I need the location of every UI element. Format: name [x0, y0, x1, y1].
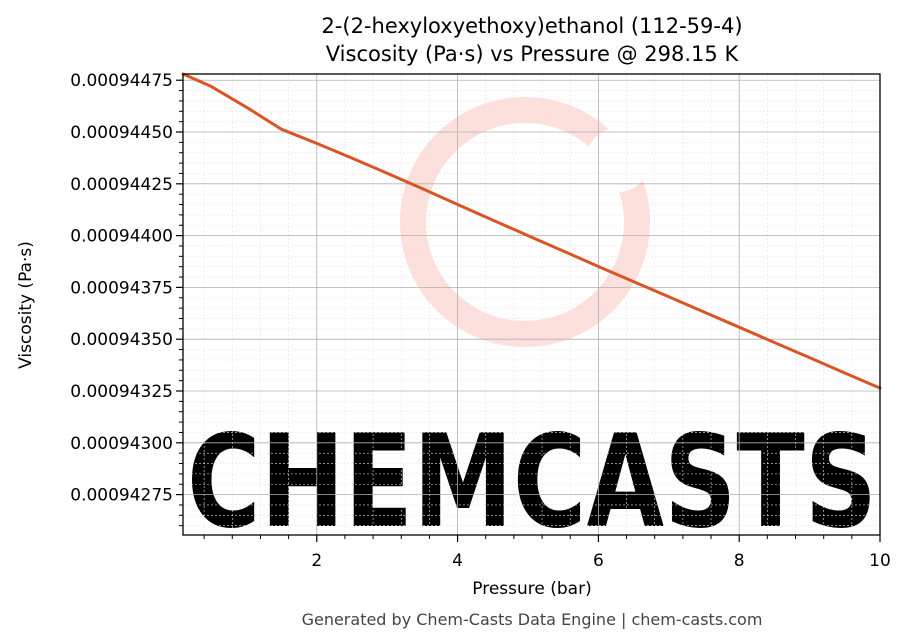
chart-title-line-1: 2-(2-hexyloxyethoxy)ethanol (112-59-4)	[321, 14, 742, 38]
chart-title-line-2: Viscosity (Pa·s) vs Pressure @ 298.15 K	[326, 42, 740, 66]
x-tick-label: 4	[452, 551, 463, 571]
x-axis: 2 4 6 8 10	[203, 535, 891, 571]
y-tick-label: 0.00094350	[70, 330, 173, 350]
y-tick-label: 0.00094475	[70, 71, 173, 91]
x-axis-label: Pressure (bar)	[472, 579, 591, 599]
y-tick-label: 0.00094425	[70, 175, 173, 195]
x-tick-label: 8	[734, 551, 745, 571]
watermark-ring	[400, 97, 650, 347]
y-tick-label: 0.00094450	[70, 123, 173, 143]
y-tick-label: 0.00094300	[70, 434, 173, 454]
watermark-ring-gap	[586, 128, 650, 192]
series-layer	[181, 72, 882, 390]
plot-frame	[182, 73, 881, 536]
chemcasts-watermark: CHEMCASTS	[187, 97, 877, 557]
x-tick-label: 10	[869, 551, 891, 571]
y-tick-label: 0.00094325	[70, 382, 173, 402]
x-tick-label: 2	[311, 551, 322, 571]
y-axis: 0.00094275 0.00094300 0.00094325 0.00094350…	[70, 71, 183, 527]
y-tick-label: 0.00094375	[70, 278, 173, 298]
series-line	[181, 72, 882, 390]
y-tick-label: 0.00094400	[70, 227, 173, 247]
watermark-text: CHEMCASTS	[187, 408, 877, 557]
y-axis-label: Viscosity (Pa·s)	[16, 241, 36, 369]
x-tick-label: 6	[593, 551, 604, 571]
footer-credit: Generated by Chem-Casts Data Engine | ch…	[302, 610, 763, 629]
y-tick-label: 0.00094275	[70, 486, 173, 506]
minor-grid	[183, 74, 880, 535]
